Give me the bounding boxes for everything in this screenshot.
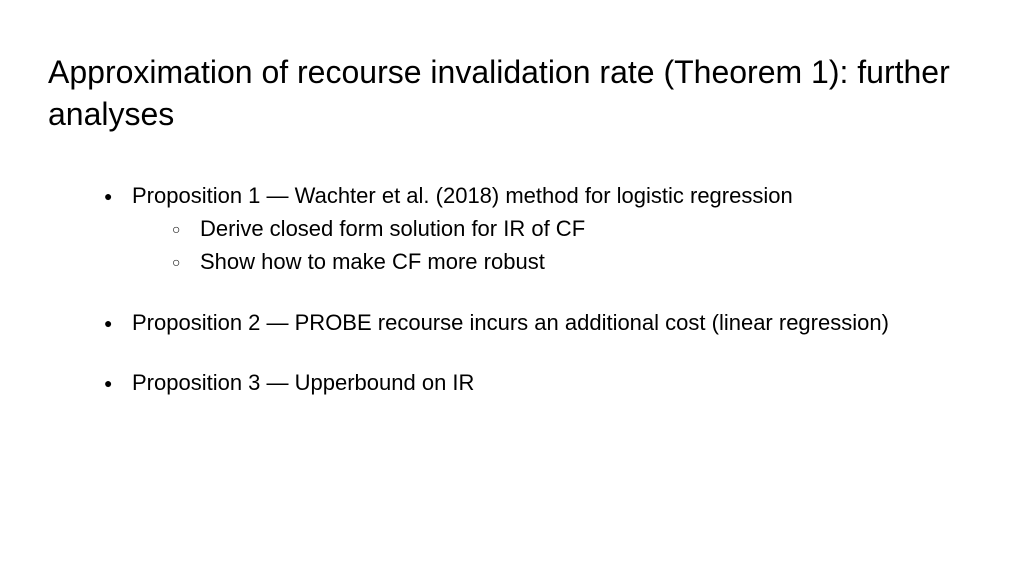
sub-list: Derive closed form solution for IR of CF…	[132, 214, 976, 278]
list-item: Show how to make CF more robust	[172, 247, 976, 278]
bullet-list: Proposition 1 — Wachter et al. (2018) me…	[48, 181, 976, 399]
list-item: Proposition 2 — PROBE recourse incurs an…	[104, 308, 976, 339]
bullet-text: Show how to make CF more robust	[200, 249, 545, 274]
list-item: Proposition 3 — Upperbound on IR	[104, 368, 976, 399]
list-item: Proposition 1 — Wachter et al. (2018) me…	[104, 181, 976, 277]
bullet-text: Proposition 1 — Wachter et al. (2018) me…	[132, 183, 793, 208]
slide-title: Approximation of recourse invalidation r…	[48, 52, 976, 135]
bullet-text: Derive closed form solution for IR of CF	[200, 216, 585, 241]
bullet-text: Proposition 3 — Upperbound on IR	[132, 370, 474, 395]
list-item: Derive closed form solution for IR of CF	[172, 214, 976, 245]
bullet-text: Proposition 2 — PROBE recourse incurs an…	[132, 310, 889, 335]
slide: Approximation of recourse invalidation r…	[0, 0, 1024, 576]
